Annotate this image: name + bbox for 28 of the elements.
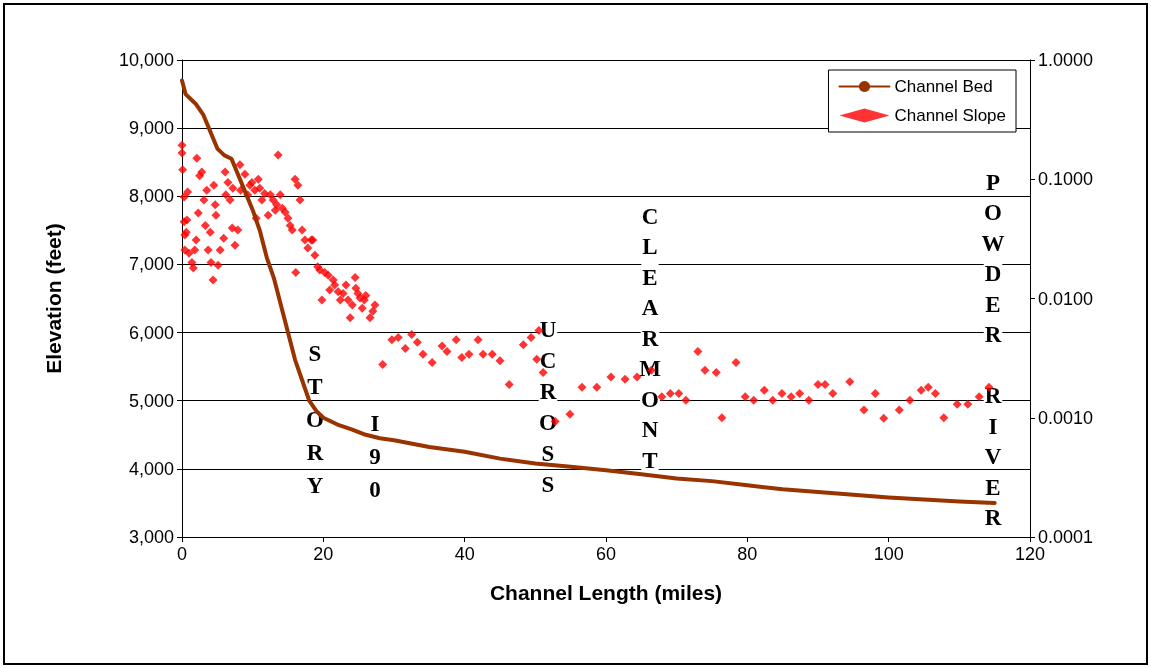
y-tick-label: 8,000 — [128, 186, 174, 207]
y-tick-label: 9,000 — [128, 118, 174, 139]
y2-tick-label: 0.1000 — [1038, 169, 1094, 190]
y2-tick-label: 0.0010 — [1038, 407, 1094, 428]
y-axis-title: Elevation (feet) — [42, 223, 65, 374]
text: POWDER RIVER — [981, 169, 1005, 531]
y2-tick-label: 0.0001 — [1038, 527, 1094, 547]
y2-tick-label: 0.0100 — [1038, 288, 1094, 309]
y2-tick-label: 1.0000 — [1038, 50, 1094, 70]
x-axis-title: Channel Length (miles) — [489, 581, 723, 604]
annotation: I90 — [369, 411, 381, 502]
x-tick-label: 20 — [313, 544, 334, 564]
y-tick-label: 4,000 — [128, 458, 174, 479]
text: CLEARMONT — [639, 203, 661, 473]
y-tick-label: 7,000 — [128, 254, 174, 275]
x-tick-label: 80 — [737, 544, 758, 564]
y-tick-label: 5,000 — [128, 390, 174, 411]
annotation: UCROSS — [539, 317, 557, 497]
x-tick-label: 120 — [1014, 544, 1046, 564]
legend-label: Channel Bed — [894, 77, 993, 96]
legend-label: Channel Slope — [894, 106, 1006, 125]
x-tick-label: 40 — [454, 544, 475, 564]
y-tick-label: 10,000 — [118, 50, 174, 70]
x-tick-label: 60 — [595, 544, 617, 564]
x-tick-label: 100 — [873, 544, 904, 564]
y-tick-label: 6,000 — [128, 322, 174, 343]
x-tick-label: 0 — [176, 544, 188, 564]
y-tick-label: 3,000 — [128, 527, 174, 547]
